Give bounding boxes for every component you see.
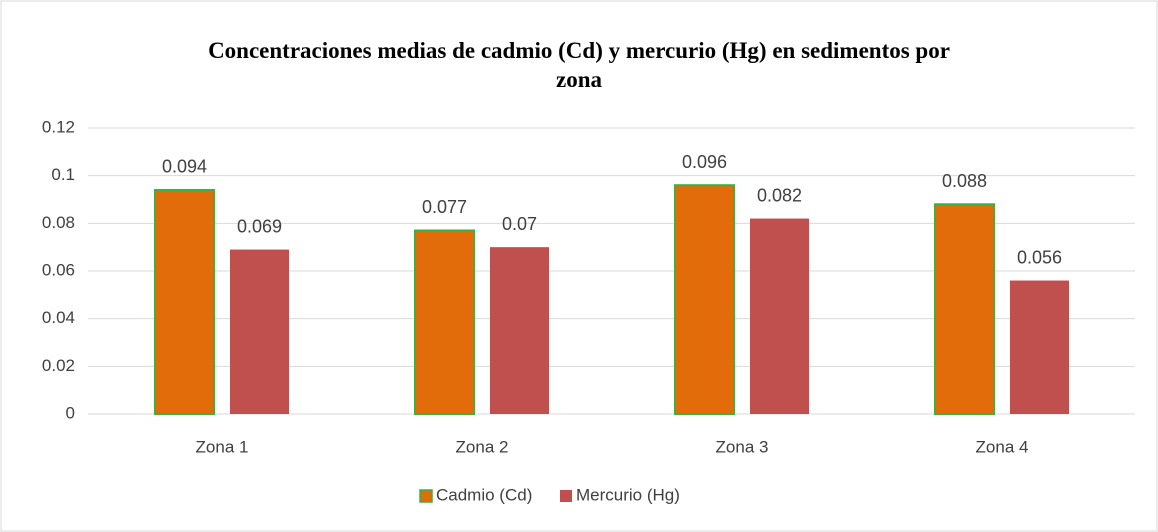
- data-label: 0.077: [422, 197, 467, 217]
- x-tick-label: Zona 4: [976, 437, 1029, 456]
- bar: [674, 184, 735, 415]
- y-tick-label: 0.02: [42, 356, 75, 375]
- data-label: 0.096: [682, 152, 727, 172]
- data-label: 0.056: [1017, 247, 1062, 267]
- data-label: 0.069: [237, 216, 282, 236]
- y-tick-label: 0.12: [42, 117, 75, 136]
- data-label: 0.082: [757, 185, 802, 205]
- legend-label: Cadmio (Cd): [436, 485, 532, 504]
- y-tick-label: 0.04: [42, 308, 75, 327]
- legend-swatch: [419, 489, 433, 503]
- chart-title: Concentraciones medias de cadmio (Cd) y …: [208, 38, 950, 92]
- y-tick-label: 0.06: [42, 260, 75, 279]
- bar: [154, 188, 215, 415]
- y-tick-label: 0.08: [42, 213, 75, 232]
- bar: [414, 229, 475, 415]
- y-tick-label: 0.1: [51, 165, 75, 184]
- data-label: 0.088: [942, 171, 987, 191]
- data-label: 0.094: [162, 157, 207, 177]
- bar: [750, 218, 809, 414]
- data-label: 0.07: [502, 214, 537, 234]
- y-tick-label: 0: [66, 403, 75, 422]
- bar: [490, 247, 549, 414]
- legend-swatch: [560, 490, 572, 502]
- bar: [230, 249, 289, 414]
- x-tick-label: Zona 1: [196, 437, 249, 456]
- legend-label: Mercurio (Hg): [576, 485, 680, 504]
- bar: [934, 203, 995, 415]
- bar: [1010, 280, 1069, 414]
- x-tick-label: Zona 2: [456, 437, 509, 456]
- x-tick-label: Zona 3: [716, 437, 769, 456]
